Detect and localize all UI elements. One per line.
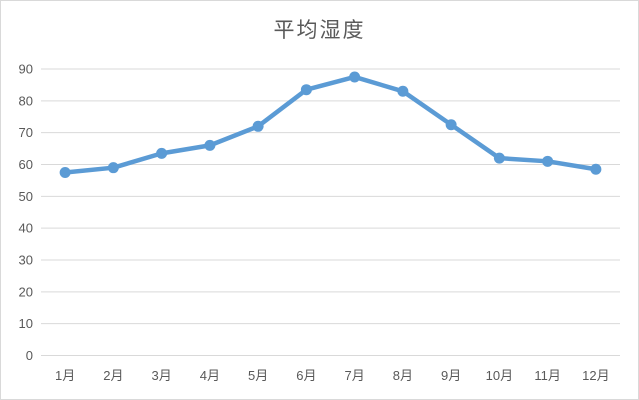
x-tick-label: 8月 [393,368,413,383]
x-tick-label: 12月 [582,368,609,383]
data-point-marker [300,84,312,96]
x-tick-label: 6月 [296,368,316,383]
y-tick-label: 80 [19,93,33,108]
x-tick-label: 10月 [486,368,513,383]
y-tick-label: 20 [19,284,33,299]
data-point-marker [493,152,505,164]
data-point-marker [59,166,71,178]
y-tick-label: 50 [19,189,33,204]
y-tick-label: 60 [19,157,33,172]
x-tick-label: 4月 [200,368,220,383]
y-tick-label: 70 [19,125,33,140]
y-tick-label: 40 [19,221,33,236]
y-tick-label: 0 [26,348,33,363]
data-point-marker [349,71,361,83]
data-point-marker [397,85,409,97]
y-tick-label: 30 [19,253,33,268]
data-point-marker [107,162,119,174]
x-tick-label: 2月 [103,368,123,383]
series-line [62,74,599,175]
x-tick-label: 3月 [152,368,172,383]
y-tick-label: 10 [19,316,33,331]
data-point-marker [542,155,554,167]
data-point-marker [252,120,264,132]
x-tick-label: 7月 [345,368,365,383]
x-tick-label: 11月 [534,368,561,383]
x-tick-label: 1月 [55,368,75,383]
x-tick-label: 5月 [248,368,268,383]
data-point-marker [590,163,602,175]
data-point-marker [204,139,216,151]
y-tick-label: 90 [19,62,33,77]
data-point-marker [156,147,168,159]
data-point-marker [445,119,457,131]
x-tick-label: 9月 [441,368,461,383]
